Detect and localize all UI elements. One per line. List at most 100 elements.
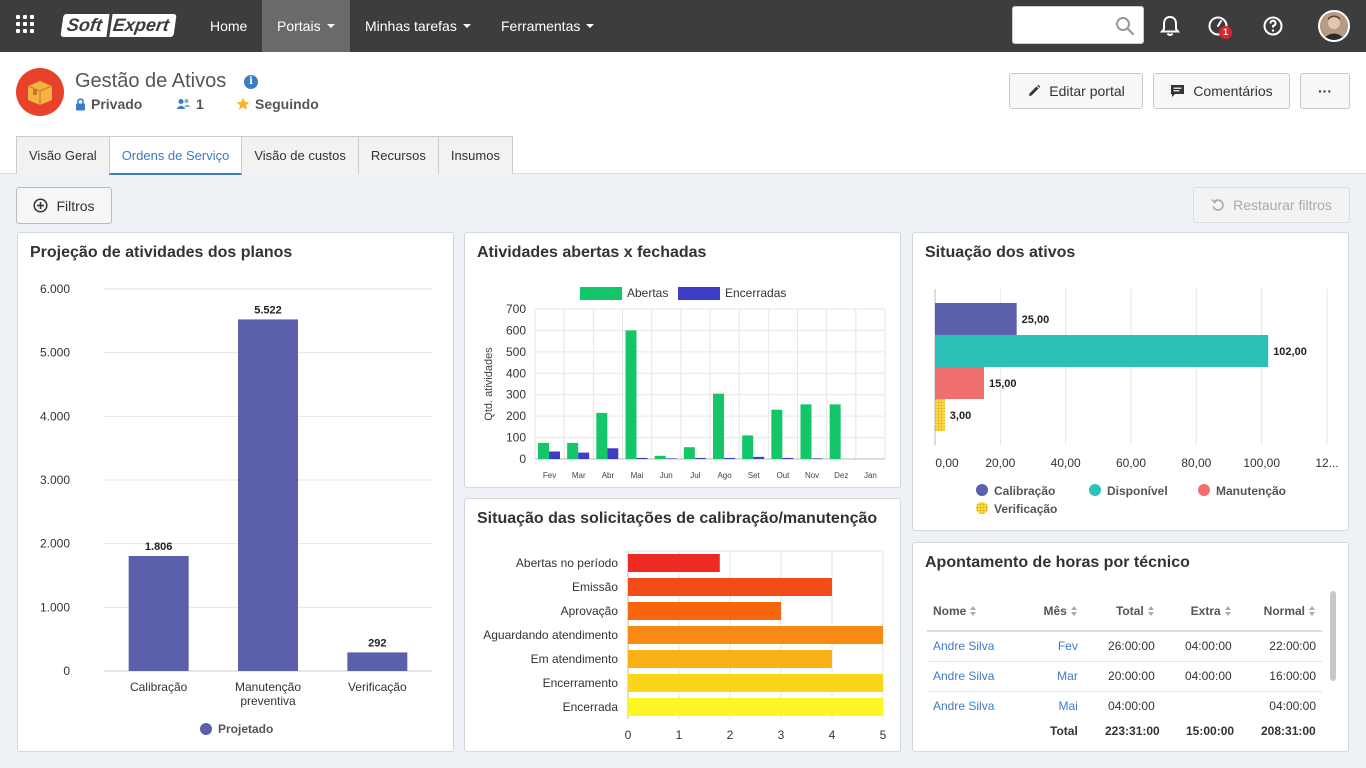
bar-5 (628, 650, 832, 668)
bar-1 (128, 556, 189, 671)
softexpert-logo[interactable]: Soft Expert (60, 12, 177, 39)
legend-label-2: Disponível (1107, 484, 1168, 498)
reset-filters-button[interactable]: Restaurar filtros (1193, 187, 1350, 223)
nav-home-label: Home (210, 18, 248, 34)
bar-abertas-mar (567, 442, 579, 459)
y-tick-label: 1.000 (40, 600, 70, 614)
cell-nome[interactable]: Andre Silva (927, 691, 1024, 722)
x-tick-label: Ago (717, 471, 732, 480)
cell-mes[interactable]: Mar (1023, 661, 1084, 692)
tab-recursos-label: Recursos (370, 148, 426, 163)
y-tick-label: Aguardando atendimento (483, 628, 618, 642)
sort-icon (1070, 606, 1078, 617)
sort-icon (1147, 606, 1155, 617)
portal-header: Gestão de Ativos i Privado 1 Seguindo Ed… (0, 52, 1366, 175)
table-scrollbar[interactable] (1330, 591, 1336, 681)
cell-nome[interactable]: Andre Silva (927, 661, 1024, 692)
info-icon[interactable]: i (244, 75, 258, 89)
column-mes[interactable]: Mês (1023, 591, 1084, 632)
x-tick-label: 80,00 (1181, 456, 1211, 470)
pencil-icon (1029, 84, 1041, 96)
cell-normal: 16:00:00 (1237, 661, 1322, 692)
search-icon[interactable] (1115, 16, 1135, 36)
more-options-button[interactable]: ··· (1300, 73, 1350, 109)
chevron-down-icon (462, 24, 471, 29)
tab-insumos-label: Insumos (450, 148, 500, 163)
x-tick-label: Verificação (348, 680, 407, 694)
legend-label-projetado: Projetado (218, 722, 273, 736)
y-tick-label: 300 (506, 388, 526, 402)
sort-icon (1224, 606, 1232, 617)
y-axis-label: Qtd. atividades (483, 347, 495, 421)
user-photo-icon (1320, 12, 1348, 40)
portal-logo (16, 68, 64, 116)
bar-abertas-jul (683, 447, 695, 459)
x-tick-label: 100,00 (1243, 456, 1280, 470)
user-avatar[interactable] (1318, 10, 1350, 42)
search-input[interactable] (1012, 6, 1144, 44)
help-icon[interactable] (1260, 13, 1286, 39)
nav-home[interactable]: Home (195, 0, 262, 52)
y-tick-label: 6.000 (40, 282, 70, 296)
cell-total: 04:00:00 (1083, 691, 1161, 722)
y-tick-label: 200 (506, 409, 526, 423)
cell-mes[interactable]: Fev (1023, 631, 1084, 662)
bar-4 (628, 626, 883, 644)
comments-label: Comentários (1193, 83, 1273, 99)
nav-minhas-tarefas[interactable]: Minhas tarefas (350, 0, 486, 52)
nav-ferramentas[interactable]: Ferramentas (486, 0, 609, 52)
legend-label-3: Manutenção (1216, 484, 1286, 498)
legend-swatch-3 (1198, 484, 1210, 496)
column-normal[interactable]: Normal (1237, 591, 1322, 632)
column-extra[interactable]: Extra (1160, 591, 1238, 632)
column-mes-label: Mês (1043, 603, 1067, 618)
tab-visao-geral[interactable]: Visão Geral (16, 136, 110, 174)
column-extra-label: Extra (1190, 603, 1221, 618)
footer-total-label: Total (1050, 724, 1078, 738)
x-tick-label: Set (748, 471, 761, 480)
card-apontamento: Apontamento de horas por técnico Nome Mê… (912, 542, 1349, 752)
legend-swatch-abertas (580, 287, 622, 300)
tab-visao-de-custos[interactable]: Visão de custos (241, 136, 359, 174)
bar-abertas-mai (625, 330, 637, 459)
y-tick-label: 4.000 (40, 409, 70, 423)
top-navbar: Soft Expert Home Portais Minhas tarefas F… (0, 0, 1366, 52)
x-tick-label: Abr (602, 471, 615, 480)
cell-total: 26:00:00 (1083, 631, 1161, 662)
chevron-down-icon (586, 24, 595, 29)
column-nome[interactable]: Nome (927, 591, 1024, 632)
cell-nome[interactable]: Andre Silva (927, 631, 1024, 662)
bar-encerradas-abr (607, 448, 619, 459)
table-footer: Total 223:31:00 15:00:00 208:31:00 (927, 718, 1322, 742)
tab-ordens-de-servico-label: Ordens de Serviço (121, 148, 230, 163)
chevron-down-icon (326, 24, 335, 29)
more-options-label: ··· (1318, 83, 1332, 99)
table-row: Andre Silva Mar 20:00:00 04:00:00 16:00:… (927, 661, 1322, 692)
bar-encerradas-fev (549, 451, 560, 459)
edit-portal-button[interactable]: Editar portal (1009, 73, 1143, 109)
legend-swatch-4 (976, 502, 988, 514)
tab-recursos[interactable]: Recursos (357, 136, 439, 174)
table-header-row: Nome Mês Total Extra Normal (927, 591, 1322, 632)
bar-6 (628, 674, 883, 692)
y-tick-label: Emissão (572, 580, 618, 594)
y-tick-label: Aprovação (561, 604, 619, 618)
cell-mes[interactable]: Mai (1023, 691, 1084, 722)
bar-4 (935, 399, 945, 431)
x-tick-label: 2 (727, 728, 734, 742)
tab-insumos[interactable]: Insumos (437, 136, 513, 174)
filters-button[interactable]: Filtros (16, 187, 112, 224)
following-status[interactable]: Seguindo (236, 96, 319, 112)
bell-icon[interactable] (1157, 13, 1183, 39)
legend-swatch-encerradas (678, 287, 720, 300)
nav-portais[interactable]: Portais (262, 0, 350, 52)
members-count[interactable]: 1 (176, 96, 204, 112)
tab-ordens-de-servico[interactable]: Ordens de Serviço (108, 136, 243, 175)
legend-swatch-projetado (200, 723, 212, 735)
comments-button[interactable]: Comentários (1153, 73, 1290, 109)
column-total[interactable]: Total (1083, 591, 1161, 632)
card-situacao-ativos-title: Situação dos ativos (925, 244, 1076, 261)
tab-visao-de-custos-label: Visão de custos (254, 148, 346, 163)
x-tick-label: 0 (625, 728, 632, 742)
app-grid-icon[interactable] (16, 15, 36, 35)
